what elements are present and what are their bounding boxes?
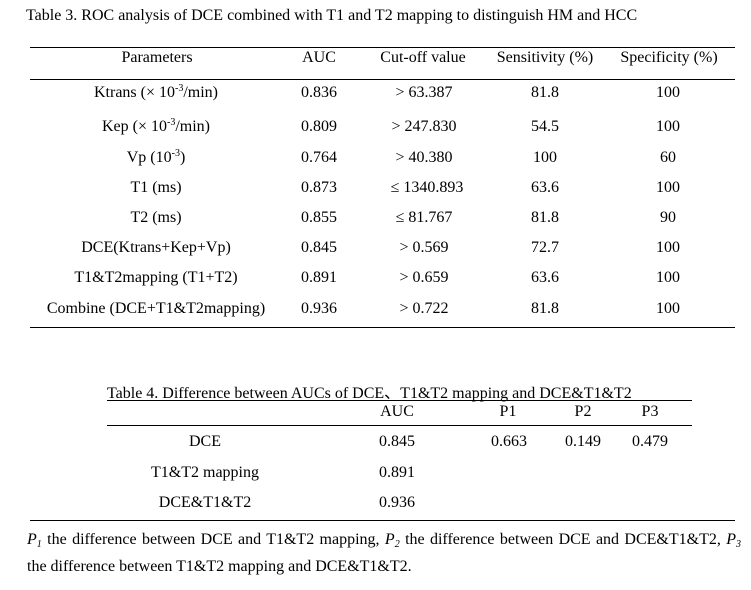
table4-cell-p3: 0.479: [632, 433, 668, 450]
table3-cell-sensitivity: 81.8: [531, 209, 559, 226]
table3-header-sensitivity: Sensitivity (%): [496, 49, 594, 66]
table3-cell-cutoff: > 0.722: [399, 300, 449, 317]
table4-cell-name: DCE: [189, 433, 221, 450]
table3-header-parameters: Parameters: [121, 49, 193, 66]
table3-cell-cutoff: > 0.659: [399, 269, 449, 286]
table3-cell-parameter: T1 (ms): [130, 179, 182, 196]
table3-header-rule: [30, 79, 735, 80]
table3-cell-cutoff: ≤ 1340.893: [390, 179, 464, 196]
table3-cell-auc: 0.809: [301, 118, 337, 135]
table3-bottom-rule: [30, 327, 735, 328]
table3-cell-cutoff: > 40.380: [395, 149, 453, 166]
table4-header-p3: P3: [641, 403, 659, 420]
table4-cell-auc: 0.845: [379, 433, 415, 450]
table4-top-rule: [107, 400, 692, 401]
table3-cell-auc: 0.873: [301, 179, 337, 196]
table4-caption: Table 4. Difference between AUCs of DCE、…: [107, 385, 632, 402]
table3-cell-cutoff: > 63.387: [395, 84, 453, 101]
table4-bottom-rule: [30, 520, 735, 521]
table3-cell-parameter: Ktrans (× 10-3/min): [93, 83, 219, 102]
table4-header-rule: [107, 425, 692, 426]
table3-cell-parameter: T2 (ms): [130, 209, 182, 226]
table3-cell-sensitivity: 81.8: [531, 84, 559, 101]
table4-header-auc: AUC: [380, 403, 414, 420]
table3-cell-sensitivity: 54.5: [531, 118, 559, 135]
table4-header-p1: P1: [499, 403, 517, 420]
table3-cell-sensitivity: 100: [533, 149, 557, 166]
table3-cell-auc: 0.891: [301, 269, 337, 286]
table3-header-auc: AUC: [302, 49, 336, 66]
table3-cell-specificity: 100: [656, 239, 680, 256]
table4-cell-p2: 0.149: [565, 433, 601, 450]
table3-cell-parameter: Vp (10-3): [126, 148, 186, 167]
table4-cell-auc: 0.891: [379, 464, 415, 481]
table3-cell-cutoff: ≤ 81.767: [395, 209, 453, 226]
table3-top-rule: [30, 47, 735, 48]
table3-cell-specificity: 100: [656, 300, 680, 317]
table4-header-p2: P2: [574, 403, 592, 420]
table3-cell-auc: 0.836: [301, 84, 337, 101]
table4-cell-p1: 0.663: [491, 433, 527, 450]
table3-cell-specificity: 100: [656, 269, 680, 286]
table3-cell-sensitivity: 63.6: [531, 269, 559, 286]
table3-cell-sensitivity: 63.6: [531, 179, 559, 196]
table4-cell-auc: 0.936: [379, 494, 415, 511]
table3-cell-cutoff: > 0.569: [399, 239, 449, 256]
table3-cell-sensitivity: 81.8: [531, 300, 559, 317]
table3-cell-specificity: 60: [660, 149, 676, 166]
table3-cell-auc: 0.855: [301, 209, 337, 226]
table3-cell-sensitivity: 72.7: [531, 239, 559, 256]
table3-cell-specificity: 100: [656, 118, 680, 135]
table3-cell-auc: 0.764: [301, 149, 337, 166]
table3-cell-parameter: Kep (× 10-3/min): [101, 117, 211, 136]
table3-cell-auc: 0.936: [301, 300, 337, 317]
table3-cell-parameter: DCE(Ktrans+Kep+Vp): [81, 239, 231, 256]
table3-header-cutoff: Cut-off value: [380, 49, 466, 66]
table3-caption: Table 3. ROC analysis of DCE combined wi…: [26, 7, 638, 24]
table3-cell-specificity: 90: [660, 209, 676, 226]
table3-header-specificity: Specificity (%): [620, 49, 718, 66]
table3-cell-auc: 0.845: [301, 239, 337, 256]
table3-cell-cutoff: > 247.830: [391, 118, 457, 135]
table4-cell-name: T1&T2 mapping: [151, 464, 259, 481]
table3-cell-specificity: 100: [656, 179, 680, 196]
table4-footnote: P1 the difference between DCE and T1&T2 …: [27, 531, 741, 575]
table3-cell-specificity: 100: [656, 84, 680, 101]
table3-cell-parameter: T1&T2mapping (T1+T2): [74, 269, 238, 286]
table4-cell-name: DCE&T1&T2: [158, 494, 252, 511]
table3-cell-parameter: Combine (DCE+T1&T2mapping): [46, 300, 266, 317]
